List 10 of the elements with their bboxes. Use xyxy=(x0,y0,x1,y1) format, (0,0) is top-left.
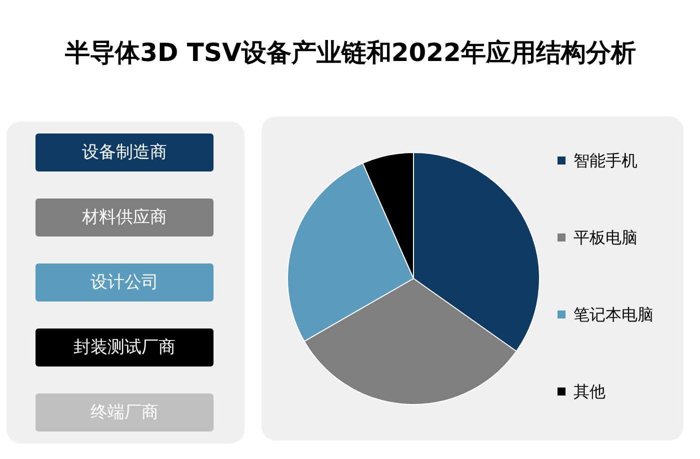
text: 设计公司 xyxy=(90,272,158,292)
text: 半导体3D TSV设备产业链和2022年应用结构分析 xyxy=(64,38,636,67)
legend-label: 其他 xyxy=(574,382,606,401)
text: 材料供应商 xyxy=(81,208,167,228)
legend-label: 平板电脑 xyxy=(574,228,638,247)
text: 终端厂商 xyxy=(90,402,158,422)
legend-label: 智能手机 xyxy=(574,151,638,170)
legend-label: 笔记本电脑 xyxy=(574,305,654,324)
text: 封装测试厂商 xyxy=(74,338,176,358)
text: 设备制造商 xyxy=(82,142,167,162)
